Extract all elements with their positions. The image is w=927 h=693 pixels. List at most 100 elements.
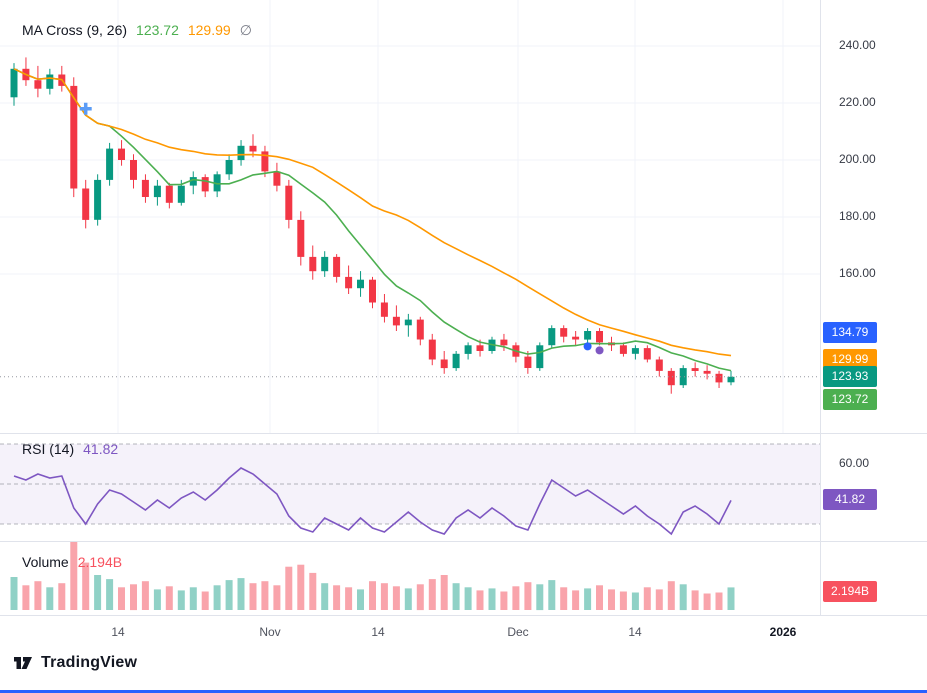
tradingview-logo[interactable]: TradingView [12,652,137,674]
volume-bar [536,584,544,611]
volume-bar [237,578,245,610]
badge-rsi: 41.82 [823,489,877,510]
time-axis[interactable]: 14 Nov 14 Dec 14 2026 [0,615,927,647]
time-tick-label: Dec [507,625,529,639]
volume-bar [201,591,209,610]
volume-bar [309,572,317,610]
brand-name: TradingView [41,654,138,671]
volume-bar [500,591,508,610]
volume-bar [225,580,233,610]
volume-bar [476,590,484,610]
volume-bar [213,585,221,610]
volume-bar [560,587,568,610]
candle-body [631,348,639,354]
volume-bar [464,587,472,610]
volume-bar [94,575,102,610]
ma-cross-marker [583,342,592,351]
price-tick-label: 180.00 [839,209,876,223]
volume-bar [631,592,639,610]
candle-body [715,373,723,383]
candle-body [130,160,137,180]
time-tick-label: 14 [628,625,642,639]
volume-bar [715,592,723,610]
candle-body [536,345,544,369]
volume-legend[interactable]: Volume 2.194B [22,554,122,570]
price-scale-axis[interactable]: 240.00 220.00 200.00 180.00 160.00 60.00 134.7… [820,0,927,615]
panel-resize-divider[interactable] [0,541,927,542]
badge-volume: 2.194B [823,581,877,602]
volume-bar [249,583,257,610]
volume-bar [22,585,30,610]
candle-body [357,279,364,289]
volume-bar [619,591,627,610]
time-tick-label: 14 [371,625,385,639]
candle-body [82,188,90,220]
rsi-panel-canvas[interactable] [0,433,820,541]
candle-body [464,345,472,354]
badge-current-price: 123.93 [823,366,877,387]
volume-bar [46,587,54,610]
volume-bar [703,593,711,610]
volume-bar [655,589,663,610]
candle-body [345,276,353,289]
main-price-chart-canvas[interactable] [0,0,820,433]
candle-body [452,353,460,369]
volume-bar [141,581,149,610]
candle-body [297,219,305,257]
volume-bar [273,585,281,610]
candle-body [524,356,532,368]
candle-body [321,256,329,272]
candle-body [118,148,125,160]
candle-body [703,370,711,374]
volume-bar [643,587,651,610]
time-tick-label: 14 [111,625,125,639]
candle-body [440,359,448,369]
volume-bar [285,566,293,610]
time-tick-label: 2026 [769,625,797,639]
trade-plus-marker [79,102,92,115]
candle-body [70,85,78,189]
volume-bar [130,584,137,611]
candle-body [380,302,388,317]
candle-body [643,348,651,360]
rsi-legend[interactable]: RSI (14) 41.82 [22,441,118,457]
volume-panel-canvas[interactable] [0,541,820,615]
ma-cross-legend[interactable]: MA Cross (9, 26) 123.72 129.99 ∅ [22,22,252,39]
candle-body [428,339,436,360]
volume-bar [58,583,66,610]
volume-bar [380,583,388,610]
price-tick-label: 240.00 [839,38,876,52]
candle-body [404,319,412,326]
indicator-title[interactable]: MA Cross (9, 26) [22,22,128,38]
badge-ma-slow: 129.99 [823,349,877,370]
volume-bar [357,589,364,610]
candle-body [94,179,102,220]
volume-bar [70,542,78,610]
volume-bar [416,584,424,611]
volume-bar [727,587,735,610]
candle-body [201,177,209,192]
volume-title[interactable]: Volume [22,554,69,570]
volume-bar [369,581,376,610]
ma-fast-line [13,68,732,372]
volume-bar [321,583,329,610]
rsi-value: 41.82 [83,441,119,457]
volume-bar [10,577,18,610]
volume-bar [440,575,448,610]
candle-body [691,368,699,371]
time-tick-label: Nov [259,625,281,639]
bottom-accent-bar [0,690,927,693]
volume-bar [679,584,687,611]
volume-bar [584,588,592,610]
volume-bar [106,579,114,610]
candle-body [177,185,185,203]
candle-body [655,359,663,371]
candle-body [261,151,269,172]
rsi-tick-label: 60.00 [839,456,870,470]
candle-body [189,177,197,186]
rsi-title[interactable]: RSI (14) [22,441,75,457]
volume-bar [118,587,125,610]
volume-bar [177,590,185,610]
panel-resize-divider[interactable] [0,433,927,434]
